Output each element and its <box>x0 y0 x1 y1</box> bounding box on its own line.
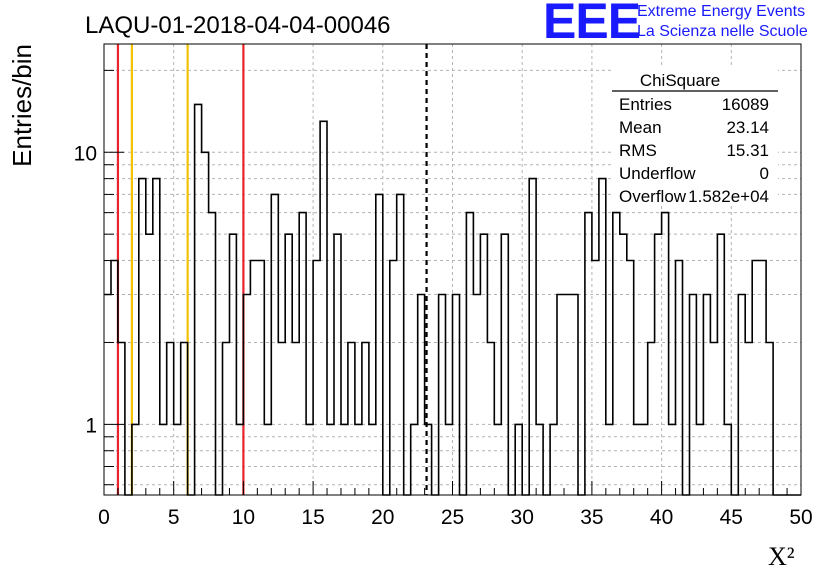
axis-ticks: 0 5 10 15 20 25 30 35 40 45 50 1 10 <box>74 69 813 529</box>
eee-logo-line2: La Scienza nelle Scuole <box>637 23 808 40</box>
x-tick-label: 50 <box>789 506 812 529</box>
eee-logo-mark: EEE <box>543 0 641 49</box>
stats-rms-label: RMS <box>619 141 657 160</box>
stats-overflow-label: Overflow <box>619 187 687 206</box>
stats-entries-value: 16089 <box>722 95 769 114</box>
x-tick-label: 20 <box>371 506 394 529</box>
x-tick-label: 30 <box>511 506 534 529</box>
x-tick-label: 25 <box>441 506 464 529</box>
x-tick-label: 5 <box>168 506 180 529</box>
x-tick-label: 40 <box>650 506 673 529</box>
chart-title: LAQU-01-2018-04-04-00046 <box>85 12 391 39</box>
stats-entries-label: Entries <box>619 95 672 114</box>
marker-lines <box>116 44 428 495</box>
x-axis-label: X² <box>768 542 795 571</box>
x-tick-label: 35 <box>580 506 603 529</box>
y-tick-label: 10 <box>74 142 97 165</box>
stats-overflow-value: 1.582e+04 <box>688 187 769 206</box>
stats-title: ChiSquare <box>640 71 720 90</box>
y-tick-label: 1 <box>85 414 97 437</box>
eee-logo-line1: Extreme Energy Events <box>637 3 806 20</box>
x-tick-label: 0 <box>98 506 110 529</box>
x-tick-label: 15 <box>301 506 324 529</box>
stats-mean-value: 23.14 <box>726 118 769 137</box>
stats-box-background <box>612 66 778 206</box>
x-tick-label: 10 <box>232 506 255 529</box>
stats-mean-label: Mean <box>619 118 662 137</box>
stats-underflow-label: Underflow <box>619 164 696 183</box>
histogram-series <box>104 103 801 496</box>
y-axis-label: Entries/bin <box>7 44 37 167</box>
stats-rms-value: 15.31 <box>726 141 769 160</box>
x-tick-label: 45 <box>720 506 743 529</box>
stats-box: ChiSquare Entries 16089 Mean 23.14 RMS 1… <box>612 66 778 206</box>
stats-underflow-value: 0 <box>760 164 769 183</box>
